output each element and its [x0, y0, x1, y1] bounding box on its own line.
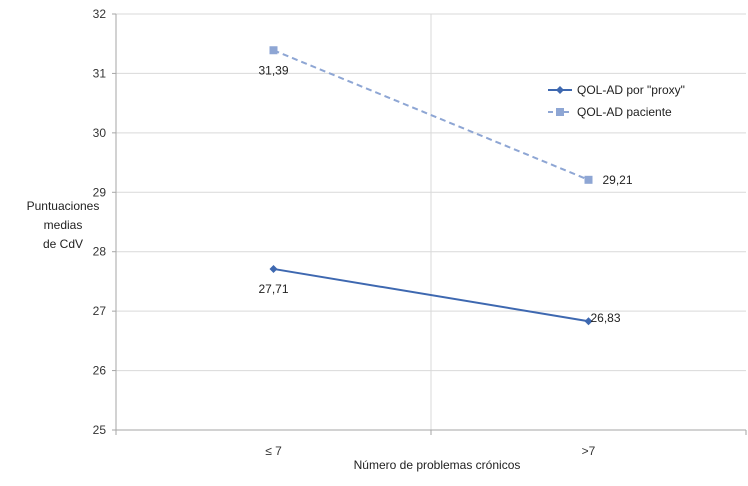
legend: QOL-AD por "proxy" QOL-AD paciente [548, 83, 685, 119]
data-label: 26,83 [591, 311, 621, 325]
y-tick-label: 32 [93, 7, 107, 21]
legend-label-proxy: QOL-AD por "proxy" [577, 83, 685, 97]
y-tick-label: 28 [93, 245, 107, 259]
y-axis-title-line-2: medias [44, 218, 83, 232]
data-label: 29,21 [603, 173, 633, 187]
y-axis-title-line-1: Puntuaciones [27, 199, 100, 213]
legend-item-paciente: QOL-AD paciente [548, 105, 672, 119]
y-axis-title-line-3: de CdV [43, 237, 83, 251]
y-tick-label: 27 [93, 304, 107, 318]
legend-marker-paciente [556, 108, 564, 116]
y-tick-label: 31 [93, 66, 107, 80]
y-tick-label: 29 [93, 185, 107, 199]
data-point [270, 265, 278, 273]
data-label: 31,39 [258, 63, 288, 77]
legend-marker-proxy [556, 86, 564, 94]
data-point [585, 176, 593, 184]
y-axis-title: Puntuaciones medias de CdV [27, 199, 100, 251]
x-tick-label: >7 [582, 444, 596, 458]
data-point [270, 46, 278, 54]
legend-label-paciente: QOL-AD paciente [577, 105, 672, 119]
y-tick-label: 25 [93, 423, 107, 437]
x-tick-label: ≤ 7 [265, 444, 282, 458]
axes: 25 26 27 28 29 30 31 32 ≤ 7 >7 [93, 7, 746, 458]
y-tick-label: 26 [93, 364, 107, 378]
data-label: 27,71 [258, 282, 288, 296]
data-labels: 27,71 26,83 31,39 29,21 [258, 63, 632, 325]
grid [116, 14, 746, 430]
legend-item-proxy: QOL-AD por "proxy" [548, 83, 685, 97]
x-axis-title: Número de problemas crónicos [354, 458, 521, 472]
y-tick-label: 30 [93, 126, 107, 140]
